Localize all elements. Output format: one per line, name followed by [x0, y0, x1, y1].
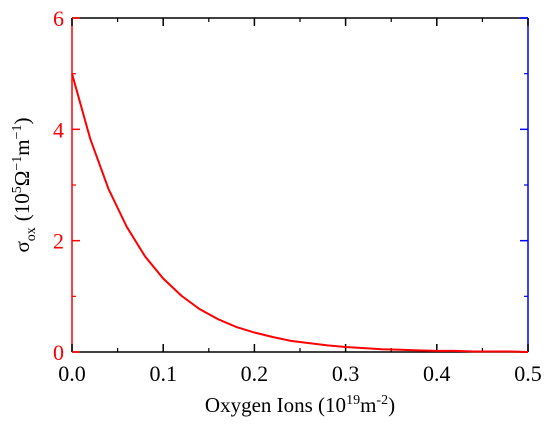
- x-axis-title: Oxygen Ions (1019m-2): [205, 393, 395, 417]
- y-axis-title-omega: Ω: [10, 171, 34, 187]
- x-tick-label: 0.1: [149, 361, 177, 386]
- y-tick-label: 0: [53, 340, 64, 365]
- x-tick-label: 0.5: [514, 361, 542, 386]
- x-tick-label: 0.0: [58, 361, 86, 386]
- y-axis-title-exp3: −1: [10, 124, 25, 139]
- y-axis-title-m: m: [10, 139, 34, 155]
- x-axis-title-unit-exp: -2: [376, 393, 388, 408]
- y-axis-title-symbol: σ: [10, 241, 34, 252]
- y-axis-title: σox(105Ω−1m−1): [10, 117, 39, 252]
- y-axis-title-close: ): [10, 117, 34, 124]
- x-tick-label: 0.3: [332, 361, 360, 386]
- y-tick-label: 2: [53, 229, 64, 254]
- x-axis-title-main: Oxygen Ions (10: [205, 393, 346, 417]
- y-axis-title-exp1: 5: [10, 186, 25, 193]
- x-tick-label: 0.4: [423, 361, 451, 386]
- y-tick-label: 4: [53, 117, 64, 142]
- y-tick-label: 6: [53, 6, 64, 31]
- x-axis-title-exp: 19: [346, 393, 360, 408]
- x-axis-title-unit: m: [360, 393, 376, 417]
- x-tick-label: 0.2: [241, 361, 269, 386]
- y-axis-title-exp2: −1: [10, 156, 25, 171]
- y-axis-title-open: (10: [10, 193, 34, 221]
- series-line: [71, 73, 529, 353]
- y-axis-title-sub: ox: [24, 227, 39, 241]
- x-axis-title-close: ): [388, 393, 395, 417]
